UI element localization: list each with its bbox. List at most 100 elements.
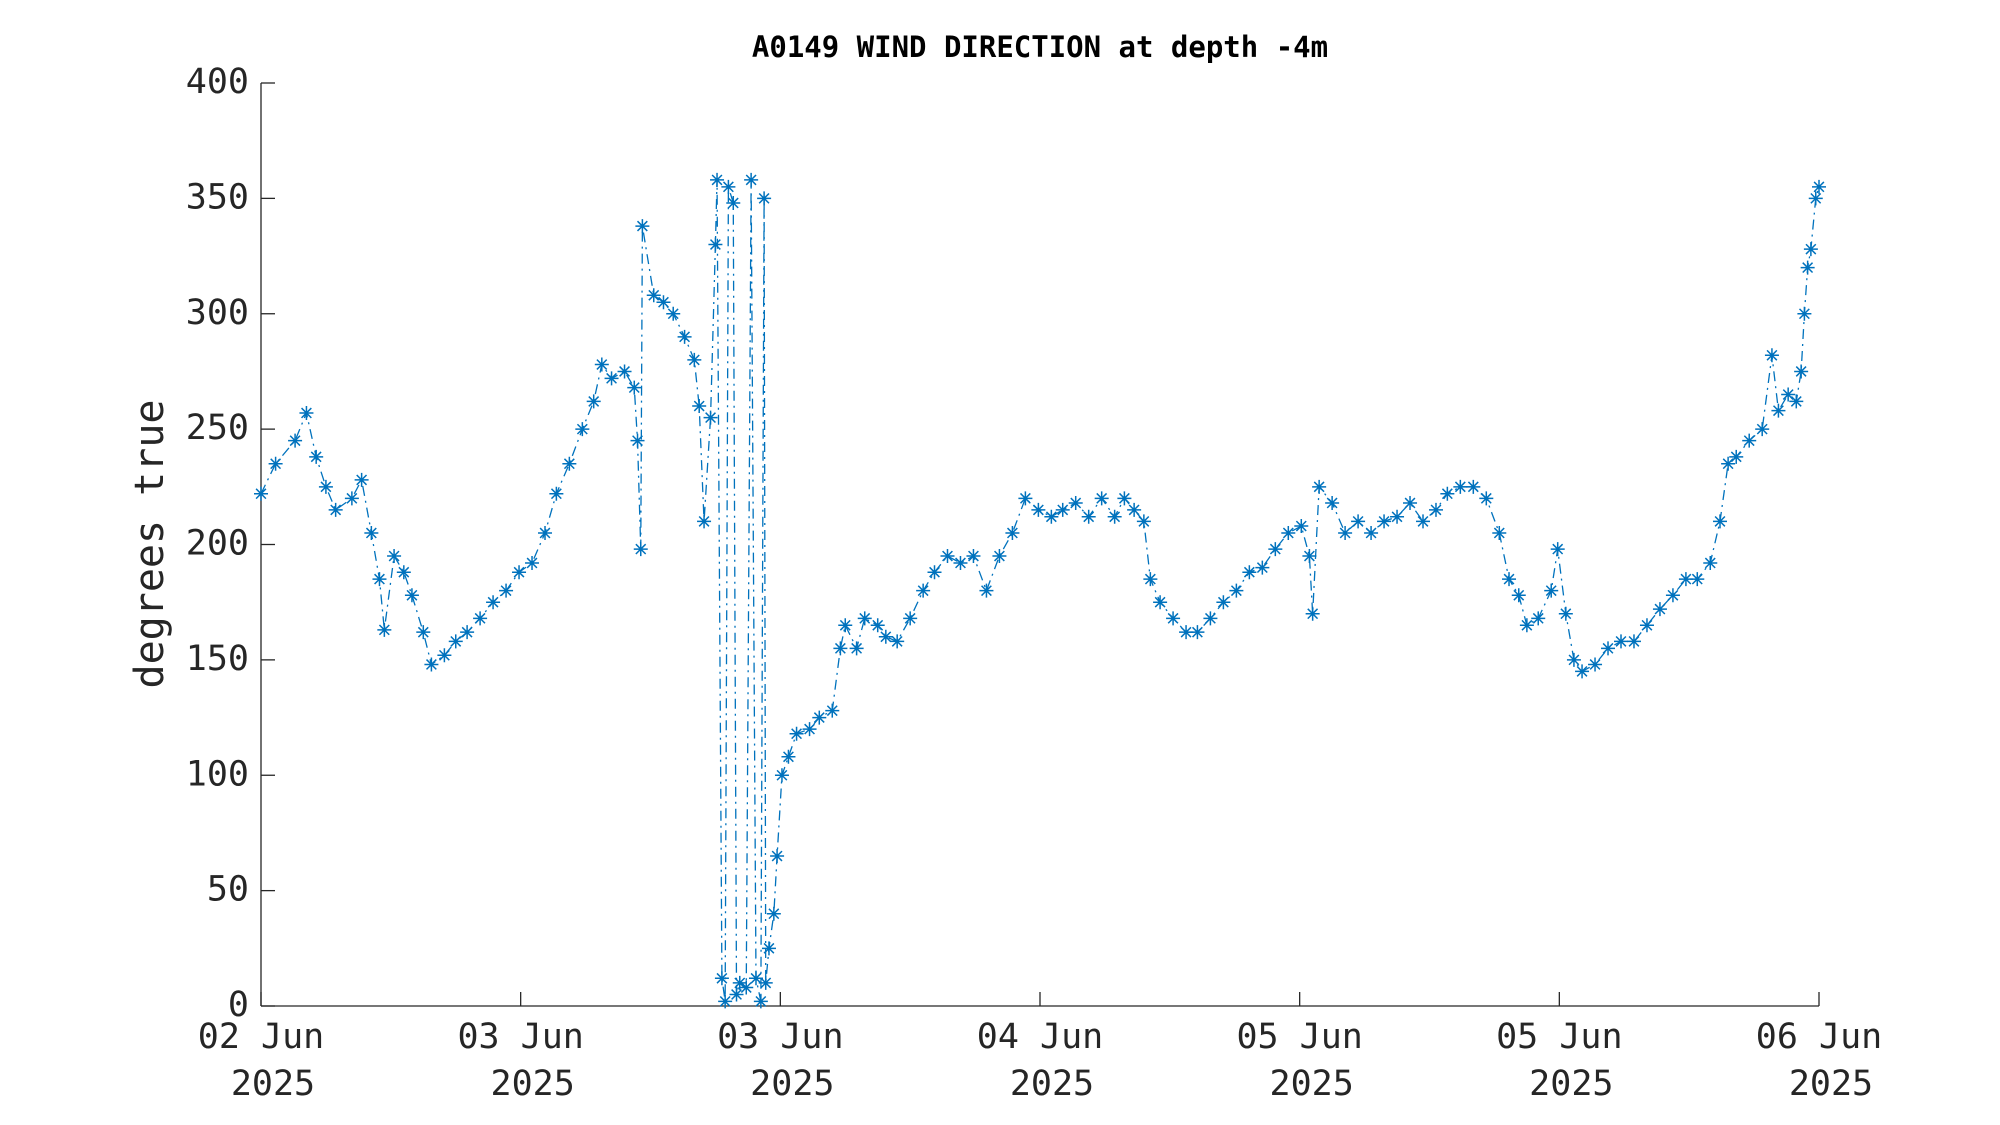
data-point [1558,606,1573,621]
data-point [870,618,885,633]
data-point [890,634,905,649]
data-point [1479,491,1494,506]
data-point [460,625,475,640]
y-tick-label: 350 [186,177,249,217]
data-point [318,479,333,494]
data-point [903,611,918,626]
data-point [927,565,942,580]
data-point [1242,565,1257,580]
data-point [687,352,702,367]
x-tick-label: 02 Jun 2025 [198,1017,324,1104]
data-point [1519,618,1534,633]
data-point [630,433,645,448]
data-point [1771,403,1786,418]
y-axis-label: degrees true [127,400,173,689]
data-point [1190,625,1205,640]
data-point [1127,502,1142,517]
data-point [1305,606,1320,621]
x-tick-label: 06 Jun 2025 [1756,1017,1882,1104]
data-point [656,295,671,310]
data-point [538,525,553,540]
data-point [1440,486,1455,501]
data-point [473,611,488,626]
data-point [766,906,781,921]
data-point [1812,179,1826,194]
data-point [714,971,729,986]
data-point [1377,514,1392,529]
data-point [1566,652,1581,667]
data-point [1203,611,1218,626]
data-point [1166,611,1181,626]
data-point [288,433,303,448]
data-point [1764,348,1779,363]
data-point [721,179,736,194]
chart-title: A0149 WIND DIRECTION at depth -4m [752,30,1328,64]
data-point [499,583,514,598]
data-point [377,622,392,637]
data-point [1268,542,1283,557]
data-point [1797,306,1812,321]
x-tick-label: 04 Jun 2025 [977,1017,1103,1104]
data-point [1031,502,1046,517]
data-point [1312,479,1327,494]
data-point [1492,525,1507,540]
data-point [354,472,369,487]
data-point [416,625,431,640]
data-point [512,565,527,580]
data-point [1325,495,1340,510]
data-point [1255,560,1270,575]
data-point [744,172,759,187]
data-point [1742,433,1757,448]
data-point [1652,602,1667,617]
data-point [1588,657,1603,672]
data-point [979,583,994,598]
data-point [992,549,1007,564]
data-point [396,565,411,580]
data-point [1229,583,1244,598]
data-point [1018,491,1033,506]
data-point [833,641,848,656]
data-point [1338,525,1353,540]
data-point [732,975,747,990]
data-point [1550,542,1565,557]
data-point [1351,514,1366,529]
data-point [328,502,343,517]
data-point [1466,479,1481,494]
data-point [448,634,463,649]
data-point [774,768,789,783]
data-point [692,399,707,414]
x-tick-label: 05 Jun 2025 [1496,1017,1622,1104]
data-point [586,394,601,409]
y-tick-label: 300 [186,293,249,333]
data-point [424,657,439,672]
data-point [1216,595,1231,610]
y-tick-label: 400 [186,62,249,102]
data-point [966,549,981,564]
data-point [718,994,733,1009]
data-point [1055,502,1070,517]
data-point [575,422,590,437]
data-point [802,722,817,737]
data-point [703,410,718,425]
y-tick-label: 0 [228,985,249,1025]
data-point [604,371,619,386]
data-point [633,542,648,557]
data-point [1729,449,1744,464]
data-point [1403,495,1418,510]
data-point [344,491,359,506]
data-point [1107,509,1122,524]
data-point [940,549,955,564]
data-point [1390,509,1405,524]
data-point [635,219,650,234]
data-point [1511,588,1526,603]
data-point [1614,634,1628,649]
data-point [549,486,564,501]
data-point [838,618,853,633]
data-point [1781,387,1796,402]
data-point [1544,583,1559,598]
data-point [1803,242,1818,257]
data-point [1117,491,1132,506]
data-point [364,525,379,540]
data-point [1302,549,1317,564]
data-point [1136,514,1151,529]
